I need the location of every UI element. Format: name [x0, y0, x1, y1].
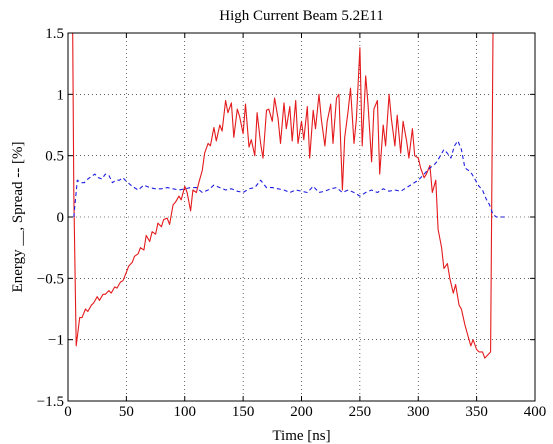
y-tick-label: −0.5	[37, 271, 64, 287]
series-line-1	[72, 33, 494, 359]
y-tick-label: 1	[57, 87, 65, 103]
x-tick-label: 300	[407, 404, 430, 420]
y-axis-label: Energy __, Spread -- [%]	[10, 142, 26, 293]
x-tick-label: 100	[174, 404, 197, 420]
x-tick-label: 400	[524, 404, 547, 420]
y-tick-label: −1.5	[37, 394, 64, 410]
x-tick-label: 0	[64, 404, 72, 420]
y-tick-label: 0.5	[45, 149, 64, 165]
x-tick-label: 200	[290, 404, 313, 420]
x-tick-label: 350	[465, 404, 488, 420]
y-tick-label: −1	[48, 333, 64, 349]
x-tick-label: 250	[349, 404, 372, 420]
ticks	[67, 32, 536, 402]
x-tick-label: 150	[232, 404, 255, 420]
y-tick-label: 0	[57, 210, 65, 226]
tick-labels: 0 50 100 150 200 250 300 350 400 −1.5 −1 −0.5 0 0.5 1 1…	[37, 26, 546, 420]
y-tick-label: 1.5	[45, 26, 64, 42]
series-layer	[72, 33, 505, 359]
x-axis-label: Time [ns]	[272, 428, 330, 444]
series-line-2	[73, 140, 505, 218]
chart-title: High Current Beam 5.2E11	[219, 8, 383, 24]
grid	[68, 33, 535, 401]
x-tick-label: 50	[119, 404, 134, 420]
